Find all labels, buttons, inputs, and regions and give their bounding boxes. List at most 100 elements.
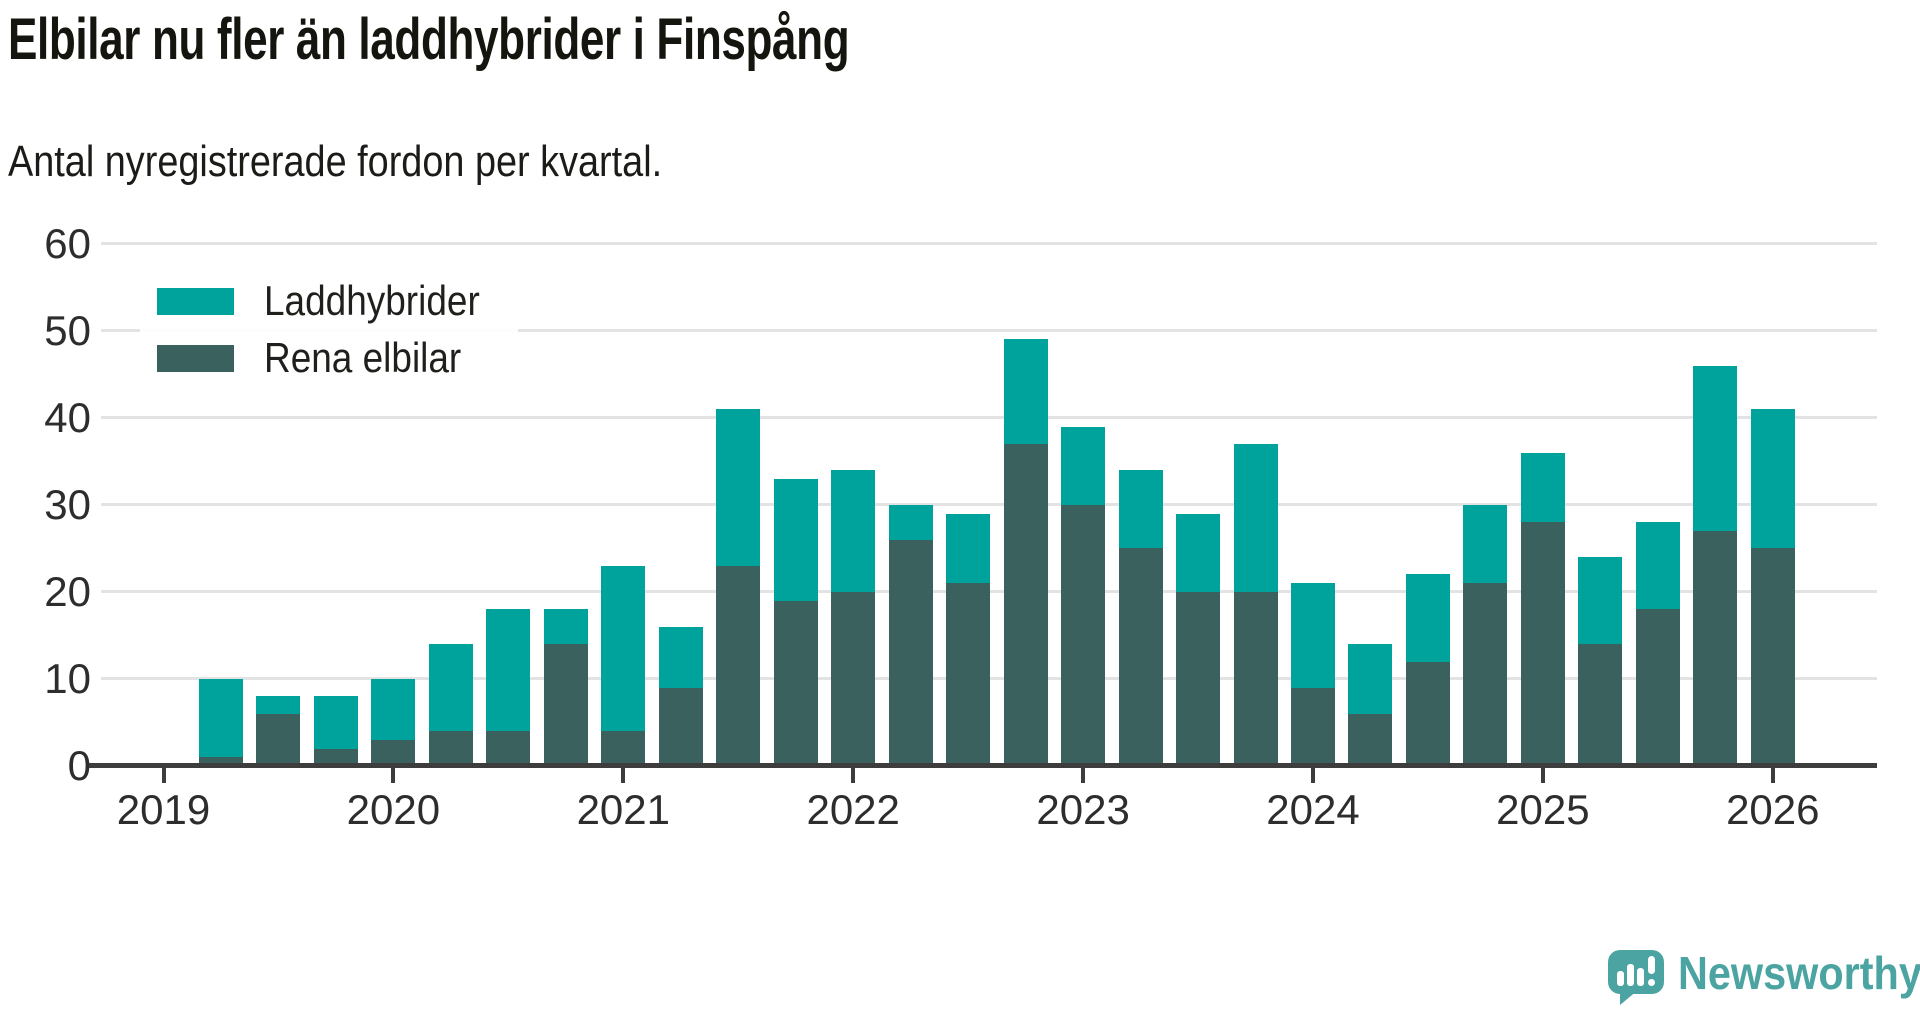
y-tick-label-30: 30 bbox=[44, 480, 91, 528]
gridline-60 bbox=[101, 242, 1877, 246]
bar-segment-rena-elbilar-2022-Q2 bbox=[888, 539, 933, 766]
newsworthy-logo-icon bbox=[1608, 950, 1664, 994]
bar-segment-rena-elbilar-2022-Q3 bbox=[946, 583, 991, 766]
bar-segment-laddhybrider-2025-Q4 bbox=[1693, 365, 1738, 531]
gridline-40 bbox=[101, 416, 1877, 420]
bar-segment-rena-elbilar-2019-Q3 bbox=[256, 713, 301, 766]
bar-segment-laddhybrider-2025-Q3 bbox=[1635, 522, 1680, 610]
y-tick-label-50: 50 bbox=[44, 306, 91, 354]
x-tick-2024 bbox=[1311, 767, 1315, 783]
bar-segment-rena-elbilar-2020-Q4 bbox=[543, 644, 588, 766]
x-tick-2020 bbox=[391, 767, 396, 783]
bar-segment-laddhybrider-2025-Q1 bbox=[1520, 452, 1565, 523]
x-tick-2019 bbox=[161, 767, 166, 783]
bar-segment-rena-elbilar-2022-Q1 bbox=[831, 591, 876, 766]
x-tick-2021 bbox=[621, 767, 626, 783]
bar-segment-rena-elbilar-2020-Q3 bbox=[486, 731, 531, 766]
bar-segment-rena-elbilar-2021-Q3 bbox=[716, 565, 761, 766]
bar-segment-rena-elbilar-2020-Q1 bbox=[371, 739, 416, 766]
y-tick-label-40: 40 bbox=[44, 393, 91, 441]
bar-segment-rena-elbilar-2024-Q4 bbox=[1463, 583, 1508, 766]
bar-segment-rena-elbilar-2020-Q2 bbox=[428, 731, 473, 766]
newsworthy-logo-text: Newsworthy bbox=[1678, 947, 1920, 999]
bar-segment-laddhybrider-2022-Q4 bbox=[1003, 339, 1048, 444]
bar-segment-laddhybrider-2019-Q2 bbox=[198, 678, 243, 758]
bar-segment-laddhybrider-2022-Q1 bbox=[831, 470, 876, 592]
y-tick-label-60: 60 bbox=[44, 219, 91, 267]
x-tick-label-2024: 2024 bbox=[1266, 786, 1360, 833]
y-tick-label-10: 10 bbox=[44, 654, 91, 702]
legend-label-laddhybrider: Laddhybrider bbox=[264, 277, 480, 324]
bar-segment-rena-elbilar-2021-Q2 bbox=[658, 687, 703, 766]
bar-segment-laddhybrider-2021-Q3 bbox=[716, 409, 761, 566]
bar-segment-rena-elbilar-2025-Q3 bbox=[1635, 609, 1680, 766]
logo-bar-icon bbox=[1617, 971, 1624, 986]
bar-segment-laddhybrider-2021-Q4 bbox=[773, 478, 818, 601]
bar-segment-laddhybrider-2024-Q2 bbox=[1348, 644, 1393, 714]
legend-swatch-laddhybrider bbox=[157, 287, 234, 315]
chart-title: Elbilar nu fler än laddhybrider i Finspå… bbox=[8, 7, 850, 72]
logo-exclamation-icon bbox=[1648, 956, 1655, 974]
bar-segment-laddhybrider-2024-Q1 bbox=[1291, 583, 1335, 688]
bar-segment-rena-elbilar-2021-Q1 bbox=[601, 731, 646, 766]
gridline-50 bbox=[101, 329, 1877, 333]
bar-segment-laddhybrider-2023-Q4 bbox=[1233, 443, 1278, 592]
bar-segment-rena-elbilar-2023-Q1 bbox=[1061, 504, 1106, 766]
bar-segment-rena-elbilar-2021-Q4 bbox=[773, 600, 818, 766]
bar-segment-laddhybrider-2023-Q2 bbox=[1118, 470, 1163, 549]
bar-segment-rena-elbilar-2024-Q1 bbox=[1291, 687, 1335, 766]
bar-segment-laddhybrider-2024-Q4 bbox=[1463, 504, 1508, 584]
legend-item-laddhybrider: Laddhybrider bbox=[157, 277, 509, 324]
bar-segment-laddhybrider-2022-Q3 bbox=[946, 513, 991, 584]
x-tick-label-2023: 2023 bbox=[1036, 786, 1130, 833]
bar-segment-rena-elbilar-2026-Q1 bbox=[1750, 548, 1795, 766]
bar-segment-laddhybrider-2022-Q2 bbox=[888, 504, 933, 540]
x-tick-label-2026: 2026 bbox=[1726, 786, 1820, 833]
bar-segment-laddhybrider-2020-Q4 bbox=[543, 609, 588, 645]
bar-segment-rena-elbilar-2023-Q3 bbox=[1176, 591, 1221, 766]
bar-segment-rena-elbilar-2023-Q2 bbox=[1118, 548, 1163, 766]
y-tick-label-0: 0 bbox=[67, 742, 91, 789]
bar-segment-rena-elbilar-2025-Q4 bbox=[1693, 530, 1738, 766]
legend-label-rena-elbilar: Rena elbilar bbox=[264, 334, 462, 381]
legend-item-rena-elbilar: Rena elbilar bbox=[157, 334, 488, 381]
bar-segment-laddhybrider-2023-Q1 bbox=[1061, 426, 1106, 505]
logo-exclamation-dot bbox=[1648, 979, 1655, 986]
bar-segment-laddhybrider-2019-Q4 bbox=[313, 696, 358, 749]
y-tick-label-20: 20 bbox=[44, 567, 91, 615]
bar-segment-laddhybrider-2025-Q2 bbox=[1578, 557, 1623, 645]
legend: Laddhybrider Rena elbilar bbox=[140, 270, 518, 394]
bar-segment-laddhybrider-2020-Q2 bbox=[428, 644, 473, 732]
newsworthy-logo[interactable]: Newsworthy bbox=[1608, 947, 1920, 1010]
x-tick-2023 bbox=[1081, 767, 1086, 783]
x-tick-2025 bbox=[1540, 767, 1545, 783]
bar-segment-rena-elbilar-2023-Q4 bbox=[1233, 591, 1278, 766]
x-tick-label-2020: 2020 bbox=[346, 786, 441, 833]
bar-segment-rena-elbilar-2022-Q4 bbox=[1003, 443, 1048, 766]
bar-segment-rena-elbilar-2024-Q3 bbox=[1405, 661, 1450, 766]
logo-bubble-tail bbox=[1620, 990, 1638, 1005]
bar-segment-laddhybrider-2021-Q1 bbox=[601, 565, 646, 732]
bar-segment-rena-elbilar-2019-Q4 bbox=[313, 748, 358, 766]
bar-segment-laddhybrider-2026-Q1 bbox=[1750, 409, 1795, 549]
bar-segment-rena-elbilar-2025-Q2 bbox=[1578, 644, 1623, 766]
x-axis-line bbox=[89, 763, 1877, 768]
chart-subtitle: Antal nyregistrerade fordon per kvartal. bbox=[8, 137, 663, 186]
legend-swatch-rena-elbilar bbox=[157, 344, 234, 372]
logo-bar-icon bbox=[1627, 964, 1634, 986]
x-tick-label-2022: 2022 bbox=[806, 786, 900, 833]
bar-segment-laddhybrider-2023-Q3 bbox=[1176, 513, 1221, 592]
x-tick-label-2025: 2025 bbox=[1496, 786, 1590, 833]
bar-segment-rena-elbilar-2025-Q1 bbox=[1520, 522, 1565, 766]
logo-bar-icon bbox=[1637, 968, 1644, 986]
x-tick-label-2021: 2021 bbox=[576, 786, 671, 833]
bar-segment-laddhybrider-2021-Q2 bbox=[658, 626, 703, 688]
x-tick-2026 bbox=[1770, 767, 1775, 783]
x-tick-2022 bbox=[851, 767, 856, 783]
bar-segment-rena-elbilar-2019-Q2 bbox=[198, 757, 243, 766]
bar-segment-rena-elbilar-2024-Q2 bbox=[1348, 713, 1393, 766]
bar-segment-laddhybrider-2024-Q3 bbox=[1405, 574, 1450, 662]
bar-segment-laddhybrider-2020-Q1 bbox=[371, 678, 416, 740]
